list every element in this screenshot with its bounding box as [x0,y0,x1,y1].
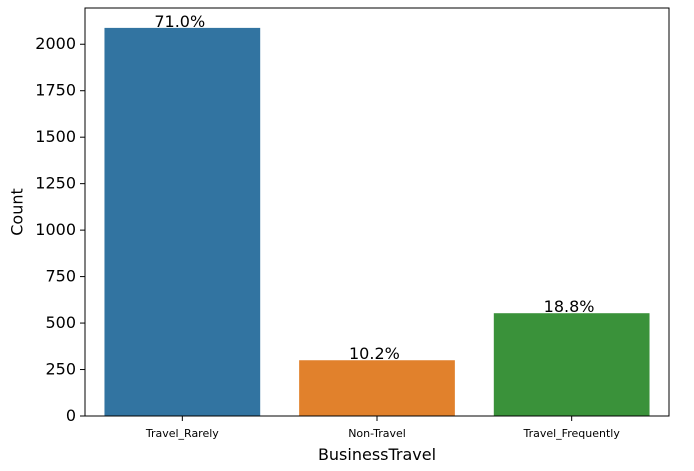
y-tick-label: 250 [45,360,76,379]
y-tick-label: 2000 [35,34,76,53]
bar-travel-rarely [104,27,261,417]
x-axis: Travel_Rarely Non-Travel Travel_Frequently [145,416,620,440]
y-axis: 0 250 500 750 1000 1250 1500 1750 2000 [35,34,85,425]
data-label: 10.2% [349,344,400,363]
y-axis-label: Count [8,188,27,236]
bar-non-travel [299,360,455,416]
x-tick-label: Travel_Rarely [145,427,219,440]
y-tick-label: 1000 [35,220,76,239]
data-label: 71.0% [154,12,205,31]
plot-frame [84,7,670,417]
x-axis-label: BusinessTravel [318,445,436,464]
x-tick-label: Travel_Frequently [522,427,620,440]
bars-layer [104,27,650,417]
x-tick-label: Non-Travel [348,427,406,440]
data-label: 18.8% [544,297,595,316]
y-tick-label: 0 [66,406,76,425]
y-tick-label: 1500 [35,127,76,146]
y-tick-label: 750 [45,267,76,286]
data-labels-layer: 71.0% 10.2% 18.8% [154,12,594,363]
y-tick-label: 1750 [35,81,76,100]
y-tick-label: 1250 [35,174,76,193]
y-tick-label: 500 [45,313,76,332]
bar-travel-frequently [493,313,650,416]
